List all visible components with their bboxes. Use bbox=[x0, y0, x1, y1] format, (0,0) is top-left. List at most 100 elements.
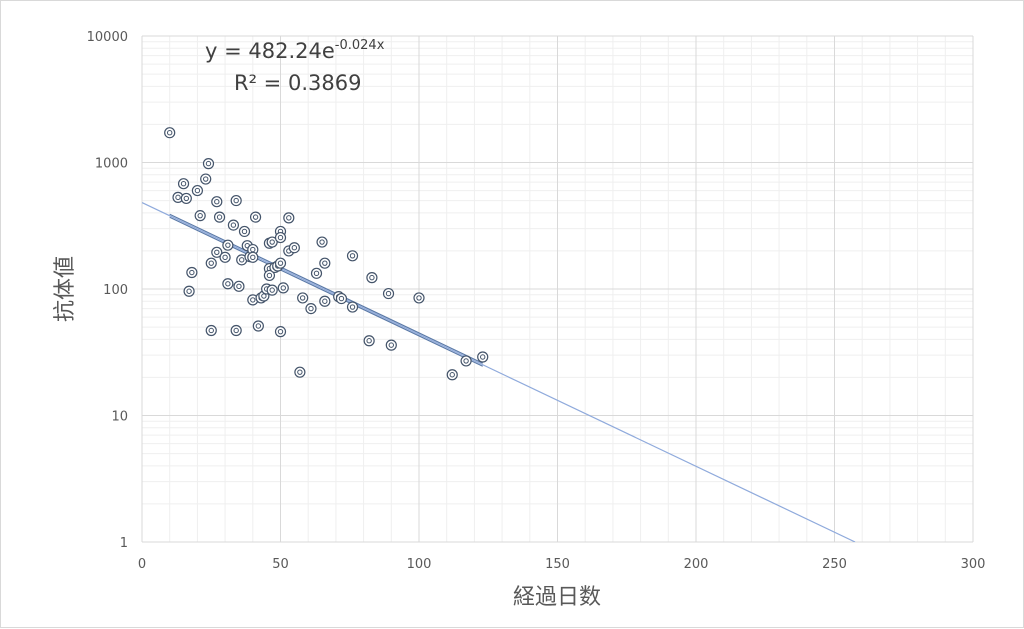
data-point-inner bbox=[369, 274, 375, 281]
data-point-inner bbox=[203, 176, 209, 182]
data-point-inner bbox=[189, 269, 195, 276]
data-point-inner bbox=[208, 260, 214, 266]
data-point bbox=[305, 302, 317, 315]
data-point bbox=[177, 178, 190, 190]
data-point bbox=[346, 250, 359, 262]
data-point-inner bbox=[230, 222, 237, 228]
trendline-fit-lower bbox=[169, 216, 483, 367]
data-point-inner bbox=[214, 249, 220, 256]
data-point-inner bbox=[277, 328, 284, 335]
data-point-inner bbox=[208, 327, 214, 334]
data-point-inner bbox=[299, 295, 306, 301]
data-point-inner bbox=[269, 239, 275, 245]
data-point-inner bbox=[416, 295, 422, 301]
data-point-inner bbox=[338, 295, 345, 302]
y-tick-label: 1 bbox=[120, 536, 128, 551]
data-point bbox=[230, 194, 242, 207]
data-point bbox=[227, 219, 240, 231]
trendline bbox=[142, 202, 856, 542]
data-point-inner bbox=[250, 297, 256, 303]
data-point bbox=[249, 211, 262, 223]
x-tick-label: 50 bbox=[272, 557, 289, 572]
data-point-inner bbox=[269, 287, 275, 293]
x-tick-label: 250 bbox=[822, 557, 847, 572]
data-point-inner bbox=[167, 130, 173, 136]
data-point-inner bbox=[205, 160, 212, 167]
x-tick-label: 300 bbox=[961, 557, 986, 572]
data-point bbox=[283, 212, 295, 224]
data-point-inner bbox=[385, 290, 392, 297]
x-tick-label: 0 bbox=[138, 557, 146, 572]
data-point bbox=[319, 295, 331, 307]
data-point-inner bbox=[239, 257, 245, 263]
data-point-inner bbox=[291, 245, 298, 251]
data-point bbox=[335, 292, 348, 305]
data-point-inner bbox=[297, 369, 303, 375]
data-point bbox=[460, 355, 472, 367]
data-point bbox=[211, 196, 223, 208]
data-point bbox=[205, 257, 217, 269]
data-point bbox=[247, 251, 259, 263]
y-tick-label: 10000 bbox=[87, 30, 128, 45]
x-tick-label: 200 bbox=[684, 557, 709, 572]
data-point bbox=[363, 335, 375, 347]
data-point bbox=[294, 366, 306, 378]
data-point-inner bbox=[319, 239, 325, 245]
data-point-inner bbox=[233, 327, 239, 334]
data-point-inner bbox=[214, 198, 220, 205]
data-point-inner bbox=[250, 254, 256, 261]
data-point-inner bbox=[255, 323, 262, 329]
x-tick-label: 100 bbox=[407, 557, 432, 572]
data-point-inner bbox=[233, 197, 239, 204]
data-point bbox=[366, 272, 378, 284]
data-point-inner bbox=[480, 354, 486, 360]
data-point bbox=[277, 282, 289, 294]
data-point-inner bbox=[252, 214, 259, 220]
data-point bbox=[202, 158, 215, 170]
data-point bbox=[274, 257, 287, 269]
data-point bbox=[382, 287, 395, 300]
data-point-inner bbox=[308, 305, 314, 312]
data-point bbox=[446, 369, 458, 381]
data-point bbox=[274, 231, 287, 244]
data-point-inner bbox=[286, 215, 292, 221]
data-point bbox=[238, 225, 251, 238]
data-point-inner bbox=[225, 281, 231, 287]
data-point bbox=[310, 267, 323, 279]
data-point-inner bbox=[175, 194, 181, 201]
y-tick-label: 10 bbox=[111, 410, 128, 425]
y-tick-label: 100 bbox=[103, 283, 128, 298]
data-point bbox=[222, 239, 234, 251]
data-point bbox=[385, 339, 397, 351]
data-point bbox=[205, 324, 217, 337]
data-point bbox=[274, 326, 287, 338]
data-point bbox=[233, 280, 245, 292]
data-point bbox=[413, 292, 425, 304]
data-point bbox=[183, 285, 195, 297]
data-point-inner bbox=[183, 195, 190, 202]
data-point-inner bbox=[216, 214, 223, 220]
data-point bbox=[186, 266, 198, 279]
data-point-inner bbox=[322, 298, 328, 304]
data-point bbox=[213, 211, 226, 223]
data-point bbox=[252, 320, 264, 332]
data-point-inner bbox=[222, 254, 228, 261]
data-point-inner bbox=[186, 288, 192, 294]
data-point bbox=[288, 242, 300, 254]
data-point bbox=[297, 292, 309, 304]
data-point bbox=[211, 246, 223, 258]
data-point bbox=[346, 301, 359, 313]
data-point-inner bbox=[349, 253, 356, 259]
data-point-inner bbox=[197, 212, 203, 219]
data-point bbox=[266, 284, 278, 296]
data-point bbox=[316, 236, 328, 248]
data-point-inner bbox=[277, 260, 284, 266]
data-point bbox=[200, 173, 212, 185]
data-point-inner bbox=[313, 270, 320, 277]
data-point-inner bbox=[349, 304, 356, 310]
data-point-inner bbox=[449, 372, 455, 378]
x-tick-label: 150 bbox=[545, 557, 570, 572]
data-point-inner bbox=[463, 358, 469, 364]
